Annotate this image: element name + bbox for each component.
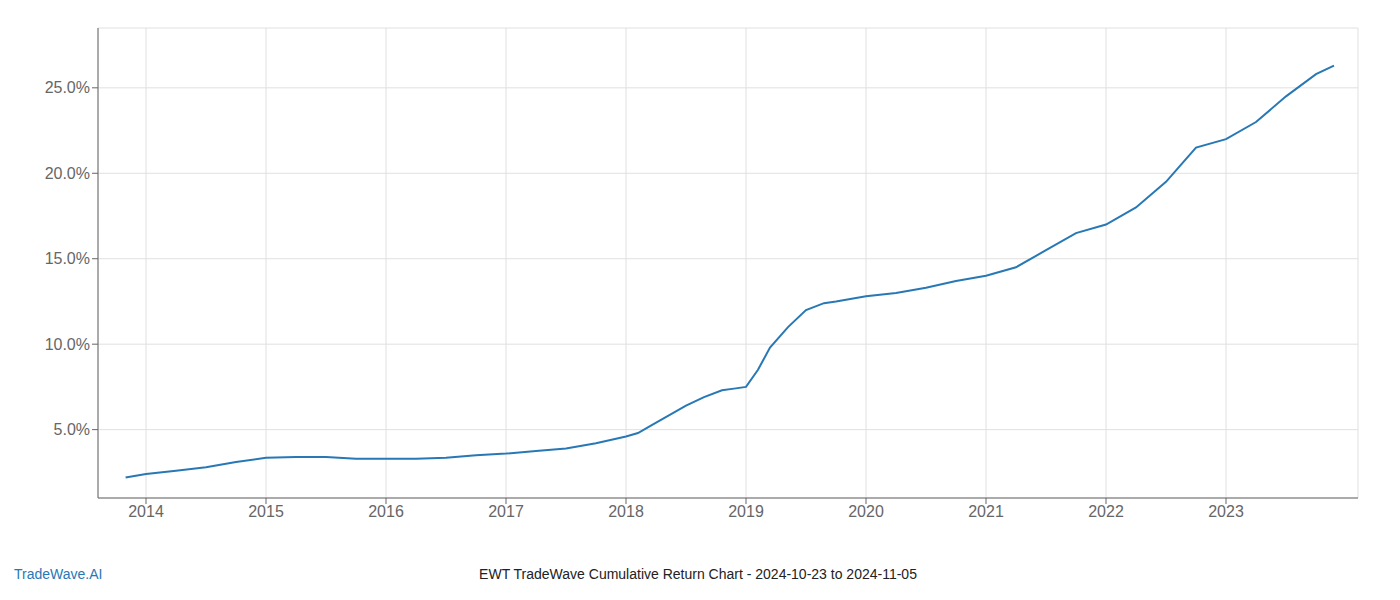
svg-text:2018: 2018 <box>608 503 644 520</box>
svg-text:15.0%: 15.0% <box>45 250 90 267</box>
html-text:TradeWave.AI: TradeWave.AI <box>14 566 103 582</box>
svg-text:5.0%: 5.0% <box>54 421 90 438</box>
svg-text:2023: 2023 <box>1208 503 1244 520</box>
svg-text:2015: 2015 <box>248 503 284 520</box>
svg-text:2020: 2020 <box>848 503 884 520</box>
svg-text:2016: 2016 <box>368 503 404 520</box>
svg-text:10.0%: 10.0% <box>45 336 90 353</box>
svg-text:2021: 2021 <box>968 503 1004 520</box>
html-text:EWT TradeWave Cumulative Retur: EWT TradeWave Cumulative Return Chart - … <box>479 566 917 582</box>
svg-text:2022: 2022 <box>1088 503 1124 520</box>
svg-text:2014: 2014 <box>128 503 164 520</box>
svg-text:25.0%: 25.0% <box>45 79 90 96</box>
svg-text:2019: 2019 <box>728 503 764 520</box>
svg-text:20.0%: 20.0% <box>45 165 90 182</box>
svg-text:2017: 2017 <box>488 503 524 520</box>
